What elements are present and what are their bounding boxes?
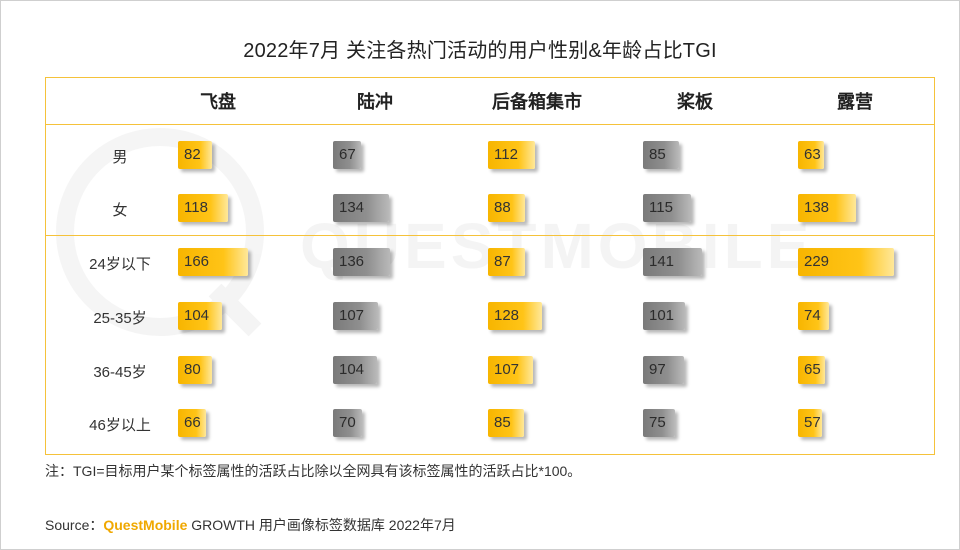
chart-title: 2022年7月 关注各热门活动的用户性别&年龄占比TGI (243, 40, 717, 62)
column-header: 飞盘 (200, 92, 236, 112)
tgi-bar: 166 (178, 248, 248, 276)
source-brand: QuestMobile (103, 517, 188, 533)
tgi-bar: 134 (333, 194, 389, 222)
tgi-bar: 80 (178, 356, 212, 384)
tgi-bar: 88 (488, 194, 525, 222)
column-header: 露营 (837, 92, 873, 112)
tgi-bar: 107 (488, 356, 533, 384)
tgi-bar: 229 (798, 248, 894, 276)
tgi-bar: 115 (643, 194, 691, 222)
tgi-bar: 67 (333, 141, 361, 169)
tgi-bar: 65 (798, 356, 825, 384)
source-rest: GROWTH 用户画像标签数据库 2022年7月 (187, 517, 456, 533)
tgi-bar: 118 (178, 194, 228, 222)
tgi-bar: 141 (643, 248, 702, 276)
tgi-bar: 66 (178, 409, 206, 437)
gender-age-divider (45, 235, 935, 236)
tgi-bar: 97 (643, 356, 684, 384)
row-label: 36-45岁 (93, 364, 147, 381)
tgi-bar: 74 (798, 302, 829, 330)
tgi-bar: 104 (178, 302, 222, 330)
row-label: 女 (112, 202, 128, 219)
tgi-bar: 85 (488, 409, 524, 437)
source-prefix: Source： (45, 517, 104, 533)
tgi-bar: 101 (643, 302, 685, 330)
tgi-bar: 107 (333, 302, 378, 330)
header-divider (45, 124, 935, 125)
tgi-bar: 63 (798, 141, 824, 169)
column-header: 桨板 (677, 92, 713, 112)
tgi-bar: 75 (643, 409, 675, 437)
tgi-bar: 112 (488, 141, 535, 169)
table-border (45, 77, 935, 455)
row-label: 46岁以上 (89, 417, 151, 434)
row-label: 男 (112, 149, 128, 166)
footnote: 注：TGI=目标用户某个标签属性的活跃占比除以全网具有该标签属性的活跃占比*10… (45, 463, 582, 479)
tgi-bar: 87 (488, 248, 525, 276)
tgi-bar: 57 (798, 409, 822, 437)
tgi-bar: 104 (333, 356, 377, 384)
column-header: 陆冲 (357, 92, 393, 112)
tgi-bar: 136 (333, 248, 390, 276)
source-line: Source：QuestMobile GROWTH 用户画像标签数据库 2022… (45, 515, 456, 535)
row-label: 25-35岁 (93, 310, 147, 327)
tgi-bar: 138 (798, 194, 856, 222)
tgi-bar: 85 (643, 141, 679, 169)
row-label: 24岁以下 (89, 256, 151, 273)
tgi-bar: 82 (178, 141, 212, 169)
tgi-bar: 128 (488, 302, 542, 330)
tgi-bar: 70 (333, 409, 362, 437)
column-header: 后备箱集市 (492, 92, 582, 112)
